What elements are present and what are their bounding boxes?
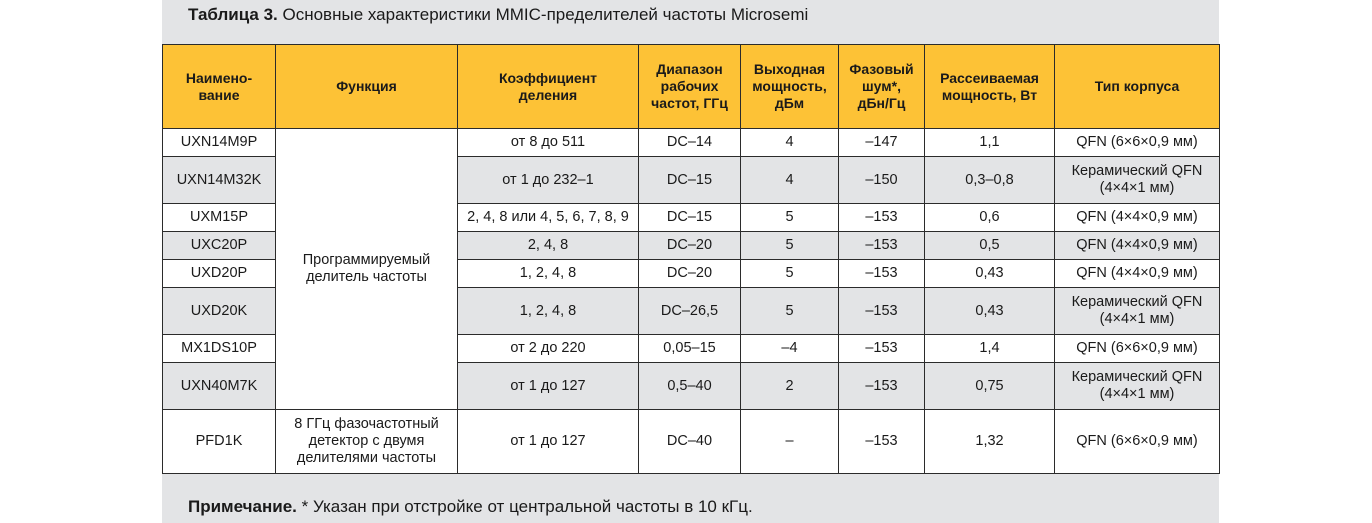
table-body: UXN14M9P Программируемый делитель частоты о… <box>162 128 1220 474</box>
cell-freq: 0,05–15 <box>638 334 741 363</box>
table-row: UXD20K 1, 2, 4, 8 DC–26,5 5 –153 0,43 Керамиче… <box>162 287 1220 335</box>
cell-name: UXD20K <box>162 287 276 335</box>
cell-ratio: от 2 до 220 <box>457 334 639 363</box>
cell-pdiss: 0,5 <box>924 231 1055 260</box>
cell-freq: DC–20 <box>638 231 741 260</box>
cell-pkg: Керамический QFN (4×4×1 мм) <box>1054 156 1220 204</box>
cell-freq: DC–14 <box>638 128 741 157</box>
table-row: UXN40M7K от 1 до 127 0,5–40 2 –153 0,75 Керами… <box>162 362 1220 410</box>
cell-name: UXN14M32K <box>162 156 276 204</box>
cell-pdiss: 1,1 <box>924 128 1055 157</box>
cell-ratio: 2, 4, 8 или 4, 5, 6, 7, 8, 9 <box>457 203 639 232</box>
cell-pkg: QFN (6×6×0,9 мм) <box>1054 128 1220 157</box>
column-header: Выходная мощность, дБм <box>740 44 839 129</box>
cell-name: PFD1K <box>162 409 276 474</box>
cell-name: UXN40M7K <box>162 362 276 410</box>
cell-freq: DC–20 <box>638 259 741 288</box>
cell-noise: –153 <box>838 362 925 410</box>
cell-noise: –147 <box>838 128 925 157</box>
table-row: UXN14M9P Программируемый делитель частоты о… <box>162 128 1220 410</box>
cell-pkg: QFN (4×4×0,9 мм) <box>1054 203 1220 232</box>
cell-pdiss: 1,32 <box>924 409 1055 474</box>
cell-noise: –153 <box>838 259 925 288</box>
table-caption: Таблица 3. Основные характеристики MMIC-… <box>188 4 808 28</box>
cell-ratio: от 1 до 232–1 <box>457 156 639 204</box>
cell-pkg: Керамический QFN (4×4×1 мм) <box>1054 362 1220 410</box>
cell-pdiss: 0,75 <box>924 362 1055 410</box>
specs-table: Наимено-вание Функция Коэффициент деления Ди… <box>162 44 1220 474</box>
cell-pout: – <box>740 409 839 474</box>
cell-pkg: QFN (4×4×0,9 мм) <box>1054 231 1220 260</box>
cell-pout: 2 <box>740 362 839 410</box>
cell-ratio: 1, 2, 4, 8 <box>457 259 639 288</box>
table-row: PFD1K 8 ГГц фазочастотный детектор с двумя… <box>162 409 1220 474</box>
cell-freq: DC–15 <box>638 156 741 204</box>
cell-noise: –150 <box>838 156 925 204</box>
cell-function: Программируемый делитель частоты <box>275 128 458 410</box>
table-note: Примечание. * Указан при отстройке от це… <box>188 496 753 520</box>
note-lead: Примечание. <box>188 497 297 516</box>
cell-freq: 0,5–40 <box>638 362 741 410</box>
column-header: Тип корпуса <box>1054 44 1220 129</box>
cell-noise: –153 <box>838 231 925 260</box>
header-row: Наимено-вание Функция Коэффициент деления Ди… <box>162 44 1220 129</box>
cell-ratio: 2, 4, 8 <box>457 231 639 260</box>
cell-name: UXC20P <box>162 231 276 260</box>
cell-pout: 5 <box>740 231 839 260</box>
column-header: Диапазон рабочих частот, ГГц <box>638 44 741 129</box>
cell-freq: DC–26,5 <box>638 287 741 335</box>
cell-pout: 5 <box>740 287 839 335</box>
cell-pkg: QFN (6×6×0,9 мм) <box>1054 334 1220 363</box>
cell-noise: –153 <box>838 287 925 335</box>
cell-pkg: QFN (6×6×0,9 мм) <box>1054 409 1220 474</box>
column-header: Фазовый шум*, дБн/Гц <box>838 44 925 129</box>
cell-name: UXD20P <box>162 259 276 288</box>
table-container: Наимено-вание Функция Коэффициент деления Ди… <box>162 44 1220 474</box>
cell-pdiss: 0,43 <box>924 287 1055 335</box>
cell-freq: DC–15 <box>638 203 741 232</box>
cell-ratio: от 1 до 127 <box>457 409 639 474</box>
cell-pout: –4 <box>740 334 839 363</box>
table-row: UXN14M32K от 1 до 232–1 DC–15 4 –150 0,3–0,8 К… <box>162 156 1220 204</box>
cell-pdiss: 1,4 <box>924 334 1055 363</box>
column-header: Рассеиваемая мощность, Вт <box>924 44 1055 129</box>
cell-ratio: 1, 2, 4, 8 <box>457 287 639 335</box>
note-text: * Указан при отстройке от центральной ча… <box>296 497 753 516</box>
cell-pout: 4 <box>740 128 839 157</box>
cell-ratio: от 8 до 511 <box>457 128 639 157</box>
cell-pout: 5 <box>740 259 839 288</box>
cell-noise: –153 <box>838 409 925 474</box>
cell-pdiss: 0,3–0,8 <box>924 156 1055 204</box>
cell-pout: 5 <box>740 203 839 232</box>
cell-pkg: QFN (4×4×0,9 мм) <box>1054 259 1220 288</box>
cell-freq: DC–40 <box>638 409 741 474</box>
cell-pkg: Керамический QFN (4×4×1 мм) <box>1054 287 1220 335</box>
column-header: Наимено-вание <box>162 44 276 129</box>
column-header: Коэффициент деления <box>457 44 639 129</box>
caption-lead: Таблица 3. <box>188 5 278 24</box>
cell-name: MX1DS10P <box>162 334 276 363</box>
caption-text: Основные характеристики MMIC-пределителе… <box>277 5 809 24</box>
column-header: Функция <box>275 44 458 129</box>
cell-noise: –153 <box>838 203 925 232</box>
cell-name: UXM15P <box>162 203 276 232</box>
cell-name: UXN14M9P <box>162 128 276 157</box>
table-row: UXM15P 2, 4, 8 или 4, 5, 6, 7, 8, 9 DC–15 5… <box>162 203 1220 232</box>
cell-pdiss: 0,6 <box>924 203 1055 232</box>
cell-pout: 4 <box>740 156 839 204</box>
table-row: MX1DS10P от 2 до 220 0,05–15 –4 –153 1,4 QFN (… <box>162 334 1220 363</box>
cell-noise: –153 <box>838 334 925 363</box>
cell-pdiss: 0,43 <box>924 259 1055 288</box>
cell-function: 8 ГГц фазочастотный детектор с двумя делит… <box>275 409 458 474</box>
cell-ratio: от 1 до 127 <box>457 362 639 410</box>
